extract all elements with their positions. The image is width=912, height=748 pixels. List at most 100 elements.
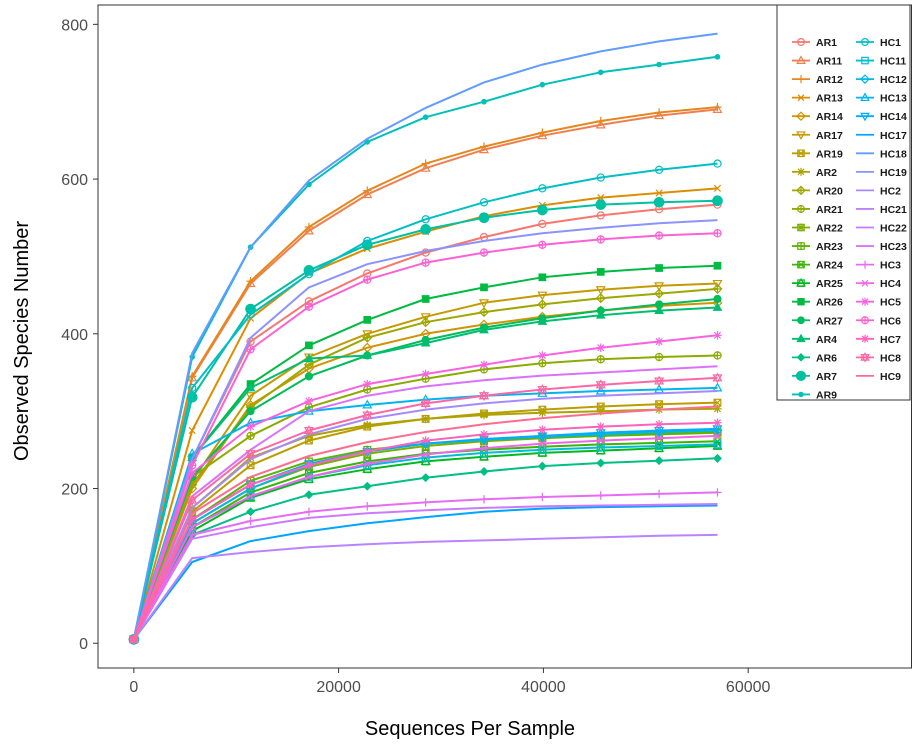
series-hc19 <box>132 219 718 640</box>
data-point-ar26 <box>538 273 547 282</box>
data-point-hc6 <box>304 302 314 311</box>
data-point-ar27 <box>713 294 722 304</box>
data-point-hc1 <box>713 159 722 168</box>
data-point-hc7 <box>538 425 547 434</box>
legend-label: HC9 <box>880 371 901 383</box>
series-hc3 <box>129 488 722 644</box>
legend-key-marker <box>860 352 870 363</box>
legend-key-marker <box>796 277 806 287</box>
data-point-ar26 <box>480 283 488 292</box>
legend-item-ar6: AR6 <box>792 352 837 364</box>
data-point-ar12 <box>596 116 605 126</box>
y-tick-label: 600 <box>61 172 88 189</box>
legend-item-hc13: HC13 <box>856 92 907 105</box>
data-point-hc1 <box>188 383 197 393</box>
legend-label: AR22 <box>816 223 843 235</box>
legend-key-marker <box>796 204 805 213</box>
legend-item-hc9: HC9 <box>856 371 901 383</box>
data-point-ar17 <box>478 299 490 309</box>
data-point-ar12 <box>304 222 314 232</box>
data-point-ar21 <box>246 431 255 441</box>
legend-item-ar25: AR25 <box>792 277 843 290</box>
series-line-hc18 <box>132 32 718 640</box>
data-point-ar2 <box>363 420 372 430</box>
legend-item-hc2: HC2 <box>856 185 901 197</box>
data-point-ar20 <box>537 299 548 310</box>
legend-item-ar19: AR19 <box>792 148 843 160</box>
series-hc18 <box>132 32 718 640</box>
data-point-ar1 <box>538 219 547 229</box>
series-line-ar1 <box>132 203 718 640</box>
data-point-ar4 <box>420 337 431 347</box>
data-point-ar9 <box>714 54 721 60</box>
legend-label: HC17 <box>880 130 907 142</box>
legend-item-ar24: AR24 <box>792 260 843 272</box>
data-point-hc3 <box>479 495 489 504</box>
data-point-hc11 <box>596 443 605 452</box>
legend: AR1 AR11 AR12 AR13 AR14 AR17 AR19 AR2 AR20 AR21 AR… <box>776 4 911 401</box>
legend-label: HC23 <box>880 241 907 253</box>
series-line-hc2 <box>132 390 718 640</box>
data-point-ar7 <box>478 212 490 224</box>
data-point-ar4 <box>479 324 489 334</box>
series-hc1 <box>129 159 722 644</box>
legend-label: HC2 <box>880 185 901 197</box>
data-point-ar12 <box>479 142 489 151</box>
series-hc6 <box>129 229 722 644</box>
series-ar1 <box>129 200 722 644</box>
legend-label: AR12 <box>816 74 843 86</box>
data-point-hc6 <box>187 461 197 470</box>
data-point-hc3 <box>363 502 372 511</box>
data-point-hc3 <box>304 507 314 516</box>
data-point-hc4 <box>713 432 722 440</box>
series-hc2 <box>132 390 718 640</box>
data-point-ar17 <box>537 291 548 301</box>
axes-layer: 0 20000 40000 60000 0 200 400 600 800 <box>61 17 770 696</box>
legend-key-marker <box>797 316 805 325</box>
data-point-hc1 <box>363 236 372 246</box>
data-point-ar9 <box>422 114 429 120</box>
data-point-hc8 <box>478 390 490 402</box>
data-point-ar17 <box>420 313 431 323</box>
legend-key-marker <box>796 333 806 343</box>
data-point-hc8 <box>595 379 606 391</box>
data-point-ar12 <box>363 186 372 195</box>
legend-key-marker <box>797 94 805 102</box>
series-line-ar11 <box>132 108 718 640</box>
data-point-hc1 <box>421 215 430 224</box>
series-hc4 <box>130 432 722 643</box>
legend-item-ar2: AR2 <box>792 167 837 179</box>
data-point-hc1 <box>246 310 255 319</box>
data-point-ar1 <box>596 211 605 220</box>
data-point-hc7 <box>304 461 314 470</box>
legend-key-marker <box>860 37 869 46</box>
data-point-hc3 <box>654 489 664 499</box>
legend-item-ar7: AR7 <box>792 370 837 383</box>
data-point-ar20 <box>362 332 373 343</box>
legend-label: HC14 <box>880 111 907 123</box>
data-point-ar4 <box>537 316 548 325</box>
legend-key-marker <box>861 297 869 306</box>
legend-label: AR24 <box>816 260 843 272</box>
legend-item-ar4: AR4 <box>792 333 837 346</box>
series-line-hc19 <box>132 219 718 640</box>
series-line-hc23 <box>132 365 718 640</box>
data-point-hc5 <box>596 343 605 352</box>
legend-item-ar11: AR11 <box>792 55 842 68</box>
legend-label: HC5 <box>880 297 901 309</box>
legend-label: HC11 <box>880 56 906 68</box>
data-point-ar6 <box>421 473 431 483</box>
series-line-hc8 <box>132 376 718 640</box>
legend-key-marker <box>796 111 806 122</box>
legend-label: AR27 <box>816 315 843 327</box>
data-point-ar13 <box>713 184 722 192</box>
data-point-ar2 <box>479 410 489 420</box>
legend-key-marker <box>860 316 869 325</box>
data-point-ar7 <box>537 204 548 216</box>
legend-key-marker <box>797 75 805 84</box>
series-layer <box>128 32 723 645</box>
data-point-ar26 <box>305 341 313 350</box>
data-point-hc5 <box>187 468 197 478</box>
data-point-ar12 <box>187 372 197 381</box>
x-tick-label: 60000 <box>726 679 771 696</box>
